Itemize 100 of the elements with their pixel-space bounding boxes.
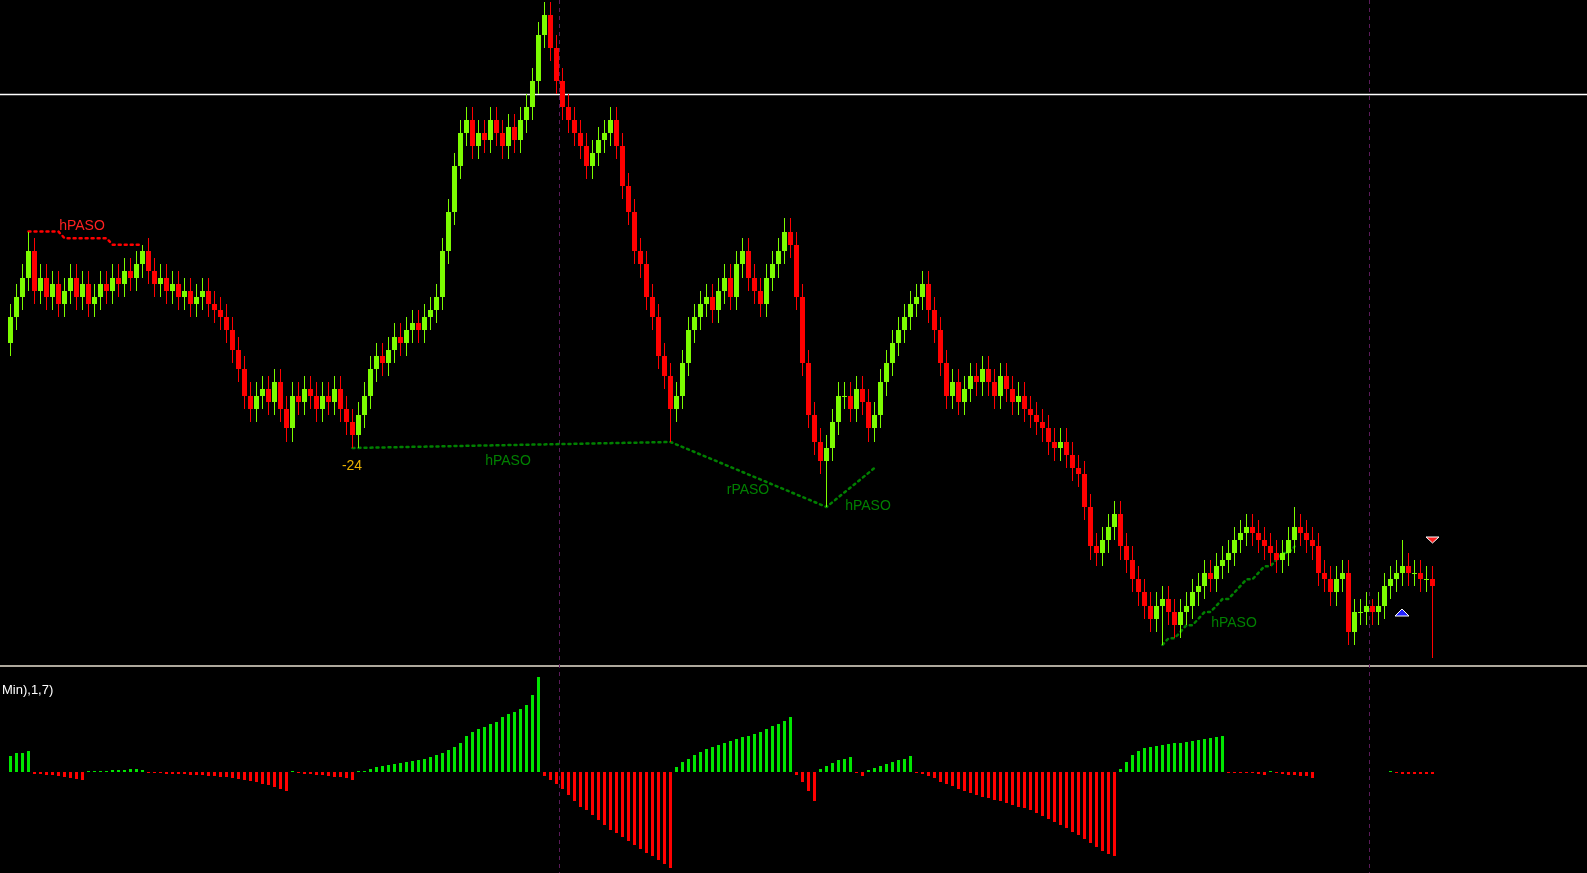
bar (471, 731, 474, 772)
bar (1221, 736, 1224, 772)
bar (501, 717, 504, 772)
bar (243, 772, 246, 780)
bar (903, 758, 906, 772)
bar (837, 760, 840, 772)
bar (741, 737, 744, 772)
bar (1191, 741, 1194, 772)
bar (717, 745, 720, 772)
bar (609, 772, 612, 830)
bar (321, 772, 324, 775)
bar (1149, 747, 1152, 772)
bar (975, 772, 978, 796)
bar (1035, 772, 1038, 814)
bar (969, 772, 972, 794)
bar (27, 750, 30, 772)
bar (195, 772, 198, 775)
bar (549, 772, 552, 780)
bar (81, 772, 84, 780)
bar (1161, 745, 1164, 772)
bar (771, 725, 774, 772)
bar (15, 752, 18, 772)
bar (381, 766, 384, 772)
bar (945, 772, 948, 784)
bar (1305, 772, 1308, 776)
bar (1023, 772, 1026, 809)
bar (339, 772, 342, 777)
bar (1053, 772, 1056, 822)
bar (909, 755, 912, 772)
bar (1083, 772, 1086, 840)
bar (333, 772, 336, 777)
bar (873, 768, 876, 772)
bar (63, 772, 66, 777)
bar (939, 772, 942, 782)
bar (1059, 772, 1062, 825)
bar (843, 758, 846, 772)
bar (279, 772, 282, 790)
bar (459, 743, 462, 772)
bar (897, 760, 900, 772)
bar (861, 772, 864, 776)
bar (693, 754, 696, 772)
bar (327, 772, 330, 776)
bar (657, 772, 660, 861)
bar (1131, 754, 1134, 772)
bar (513, 712, 516, 772)
bar (1029, 772, 1032, 811)
bar (777, 724, 780, 772)
bar (369, 769, 372, 772)
bar (963, 772, 966, 792)
bar (801, 772, 804, 782)
bar (585, 772, 588, 811)
bar (1215, 737, 1218, 772)
bar (57, 772, 60, 776)
annotation: hPASO (59, 217, 105, 233)
bar (207, 772, 210, 776)
bar (669, 772, 672, 868)
bar (765, 728, 768, 772)
bar (651, 772, 654, 857)
bar (747, 735, 750, 772)
bar (987, 772, 990, 798)
bar (453, 747, 456, 772)
bar (1017, 772, 1020, 807)
bar (597, 772, 600, 820)
bar (603, 772, 606, 825)
bar (399, 763, 402, 772)
bar (429, 756, 432, 772)
bar (759, 731, 762, 772)
bar (483, 726, 486, 772)
bar (699, 751, 702, 772)
bar (69, 772, 72, 778)
bar (885, 764, 888, 772)
bar (1293, 772, 1296, 775)
bar (237, 772, 240, 779)
bar (1005, 772, 1008, 803)
bar (825, 766, 828, 772)
bar (957, 772, 960, 790)
bar (405, 762, 408, 772)
bar (75, 772, 78, 779)
bar (639, 772, 642, 849)
bar (573, 772, 576, 801)
bar (789, 717, 792, 772)
bar (1119, 769, 1122, 772)
bar (315, 772, 318, 775)
bar (561, 772, 564, 790)
bar (345, 772, 348, 778)
bar (45, 772, 48, 775)
bar (1203, 739, 1206, 772)
bar (231, 772, 234, 778)
bar (1047, 772, 1050, 820)
bar (1287, 772, 1290, 775)
bar (1107, 772, 1110, 854)
bar (735, 739, 738, 772)
bar (627, 772, 630, 842)
bar (255, 772, 258, 782)
bar (531, 695, 534, 772)
bar (375, 767, 378, 772)
bar (465, 735, 468, 772)
bar (1263, 772, 1266, 775)
bar (1077, 772, 1080, 836)
bar (249, 772, 252, 781)
